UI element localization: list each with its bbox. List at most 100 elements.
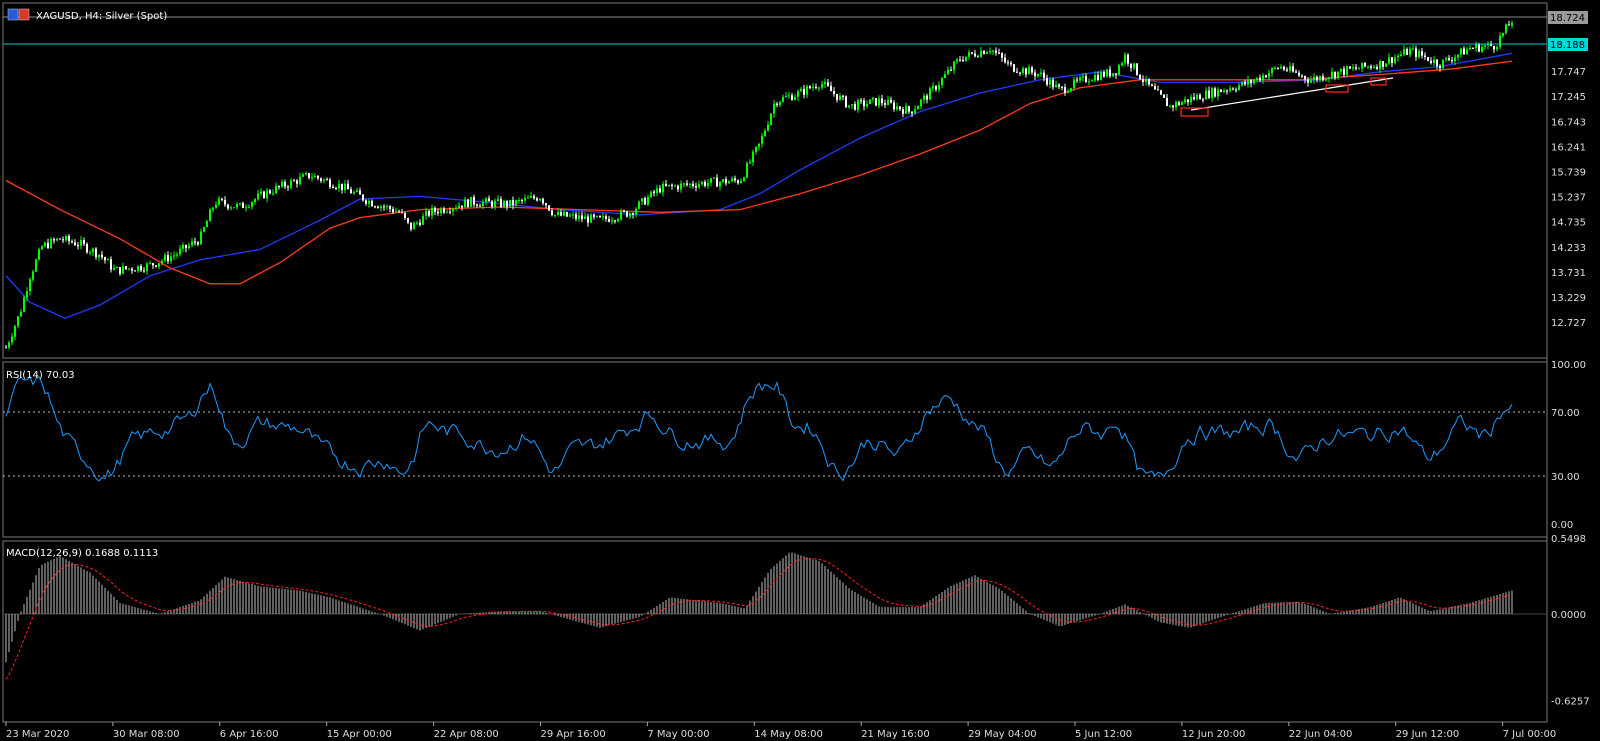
pivot-marker-1[interactable] [1180, 107, 1209, 117]
candle-body [392, 209, 394, 213]
candle-body [47, 242, 49, 249]
candle-body [542, 198, 544, 204]
candle-body [1460, 48, 1462, 55]
time-tick-label: 12 Jun 20:00 [1182, 729, 1246, 740]
candle-body [344, 183, 346, 190]
candle-body [59, 238, 61, 240]
price-tick-label: 15.739 [1551, 168, 1586, 179]
candle-body [815, 86, 817, 88]
candle-body [38, 249, 40, 260]
candle-body [1103, 72, 1105, 77]
candle-body [197, 242, 199, 245]
candle-body [554, 214, 556, 216]
support-trendline[interactable] [1190, 77, 1394, 111]
candle-body [1250, 79, 1252, 84]
time-tick-label: 7 Jul 00:00 [1503, 729, 1557, 740]
candle-body [1391, 57, 1393, 63]
candle-body [1217, 89, 1219, 97]
candle-body [1400, 54, 1402, 56]
candle-body [1112, 73, 1114, 77]
candle-body [515, 200, 517, 206]
candle-body [1385, 63, 1387, 67]
candle-body [1457, 54, 1459, 58]
candle-body [1232, 88, 1234, 90]
candle-body [122, 266, 124, 274]
candle-body [1220, 89, 1222, 92]
candle-body [140, 265, 142, 271]
candle-body [341, 183, 343, 190]
ma-fast-line [5, 52, 1513, 319]
candle-body [410, 222, 412, 230]
candle-body [1490, 43, 1492, 46]
candle-body [938, 84, 940, 90]
candle-body [398, 211, 400, 213]
pivot-marker-2[interactable] [1325, 84, 1349, 93]
candle-body [506, 201, 508, 207]
candle-body [272, 193, 274, 195]
candle-body [1208, 90, 1210, 98]
candle-body [347, 183, 349, 190]
candle-body [971, 52, 973, 54]
price-tick-label: 12.727 [1551, 318, 1586, 329]
candle-body [92, 248, 94, 253]
candle-body [500, 199, 502, 207]
candle-body [104, 257, 106, 261]
candle-body [1502, 32, 1504, 36]
candle-body [161, 260, 163, 264]
candle-body [1127, 54, 1129, 64]
candle-body [248, 206, 250, 208]
candle-body [1235, 89, 1237, 91]
candle-body [791, 95, 793, 101]
candle-body [1001, 53, 1003, 58]
candle-body [764, 130, 766, 137]
candle-body [695, 186, 697, 188]
candle-body [362, 194, 364, 201]
candle-body [743, 177, 745, 181]
candle-body [710, 178, 712, 183]
candle-body [1202, 99, 1204, 101]
candle-body [386, 206, 388, 208]
candle-body [107, 259, 109, 261]
candle-body [1331, 71, 1333, 78]
candle-body [713, 177, 715, 179]
candle-body [1088, 81, 1090, 83]
candle-body [251, 202, 253, 207]
candle-body [326, 179, 328, 181]
candle-body [950, 69, 952, 71]
candle-body [1055, 84, 1057, 88]
candle-body [932, 86, 934, 89]
candle-body [845, 96, 847, 108]
candle-body [590, 214, 592, 223]
candle-body [605, 216, 607, 219]
candle-body [293, 180, 295, 182]
candle-body [407, 218, 409, 223]
candle-body [1304, 75, 1306, 80]
candle-body [1013, 64, 1015, 72]
candle-body [653, 191, 655, 194]
candle-body [824, 82, 826, 85]
candle-body [773, 103, 775, 114]
axis-labels: 18.24917.74717.24516.74316.24115.73915.2… [5, 42, 1590, 740]
candle-body [1262, 75, 1264, 81]
candle-body [32, 271, 34, 280]
candle-body [1226, 90, 1228, 92]
candle-body [758, 143, 760, 147]
candle-body [1277, 67, 1279, 69]
pivot-marker-3[interactable] [1370, 77, 1387, 86]
candle-body [314, 175, 316, 178]
candle-body [749, 162, 751, 164]
candle-body [1133, 63, 1135, 68]
candle-body [1397, 55, 1399, 58]
candle-body [134, 270, 136, 272]
candle-body [1493, 45, 1495, 50]
candle-body [662, 183, 664, 193]
candle-body [1109, 69, 1111, 77]
candle-body [1409, 48, 1411, 55]
candle-body [332, 187, 334, 189]
price-tick-label: 16.743 [1551, 117, 1586, 128]
candle-body [1355, 67, 1357, 69]
candle-body [188, 245, 190, 249]
candle-body [317, 175, 319, 179]
candle-body [350, 189, 352, 194]
